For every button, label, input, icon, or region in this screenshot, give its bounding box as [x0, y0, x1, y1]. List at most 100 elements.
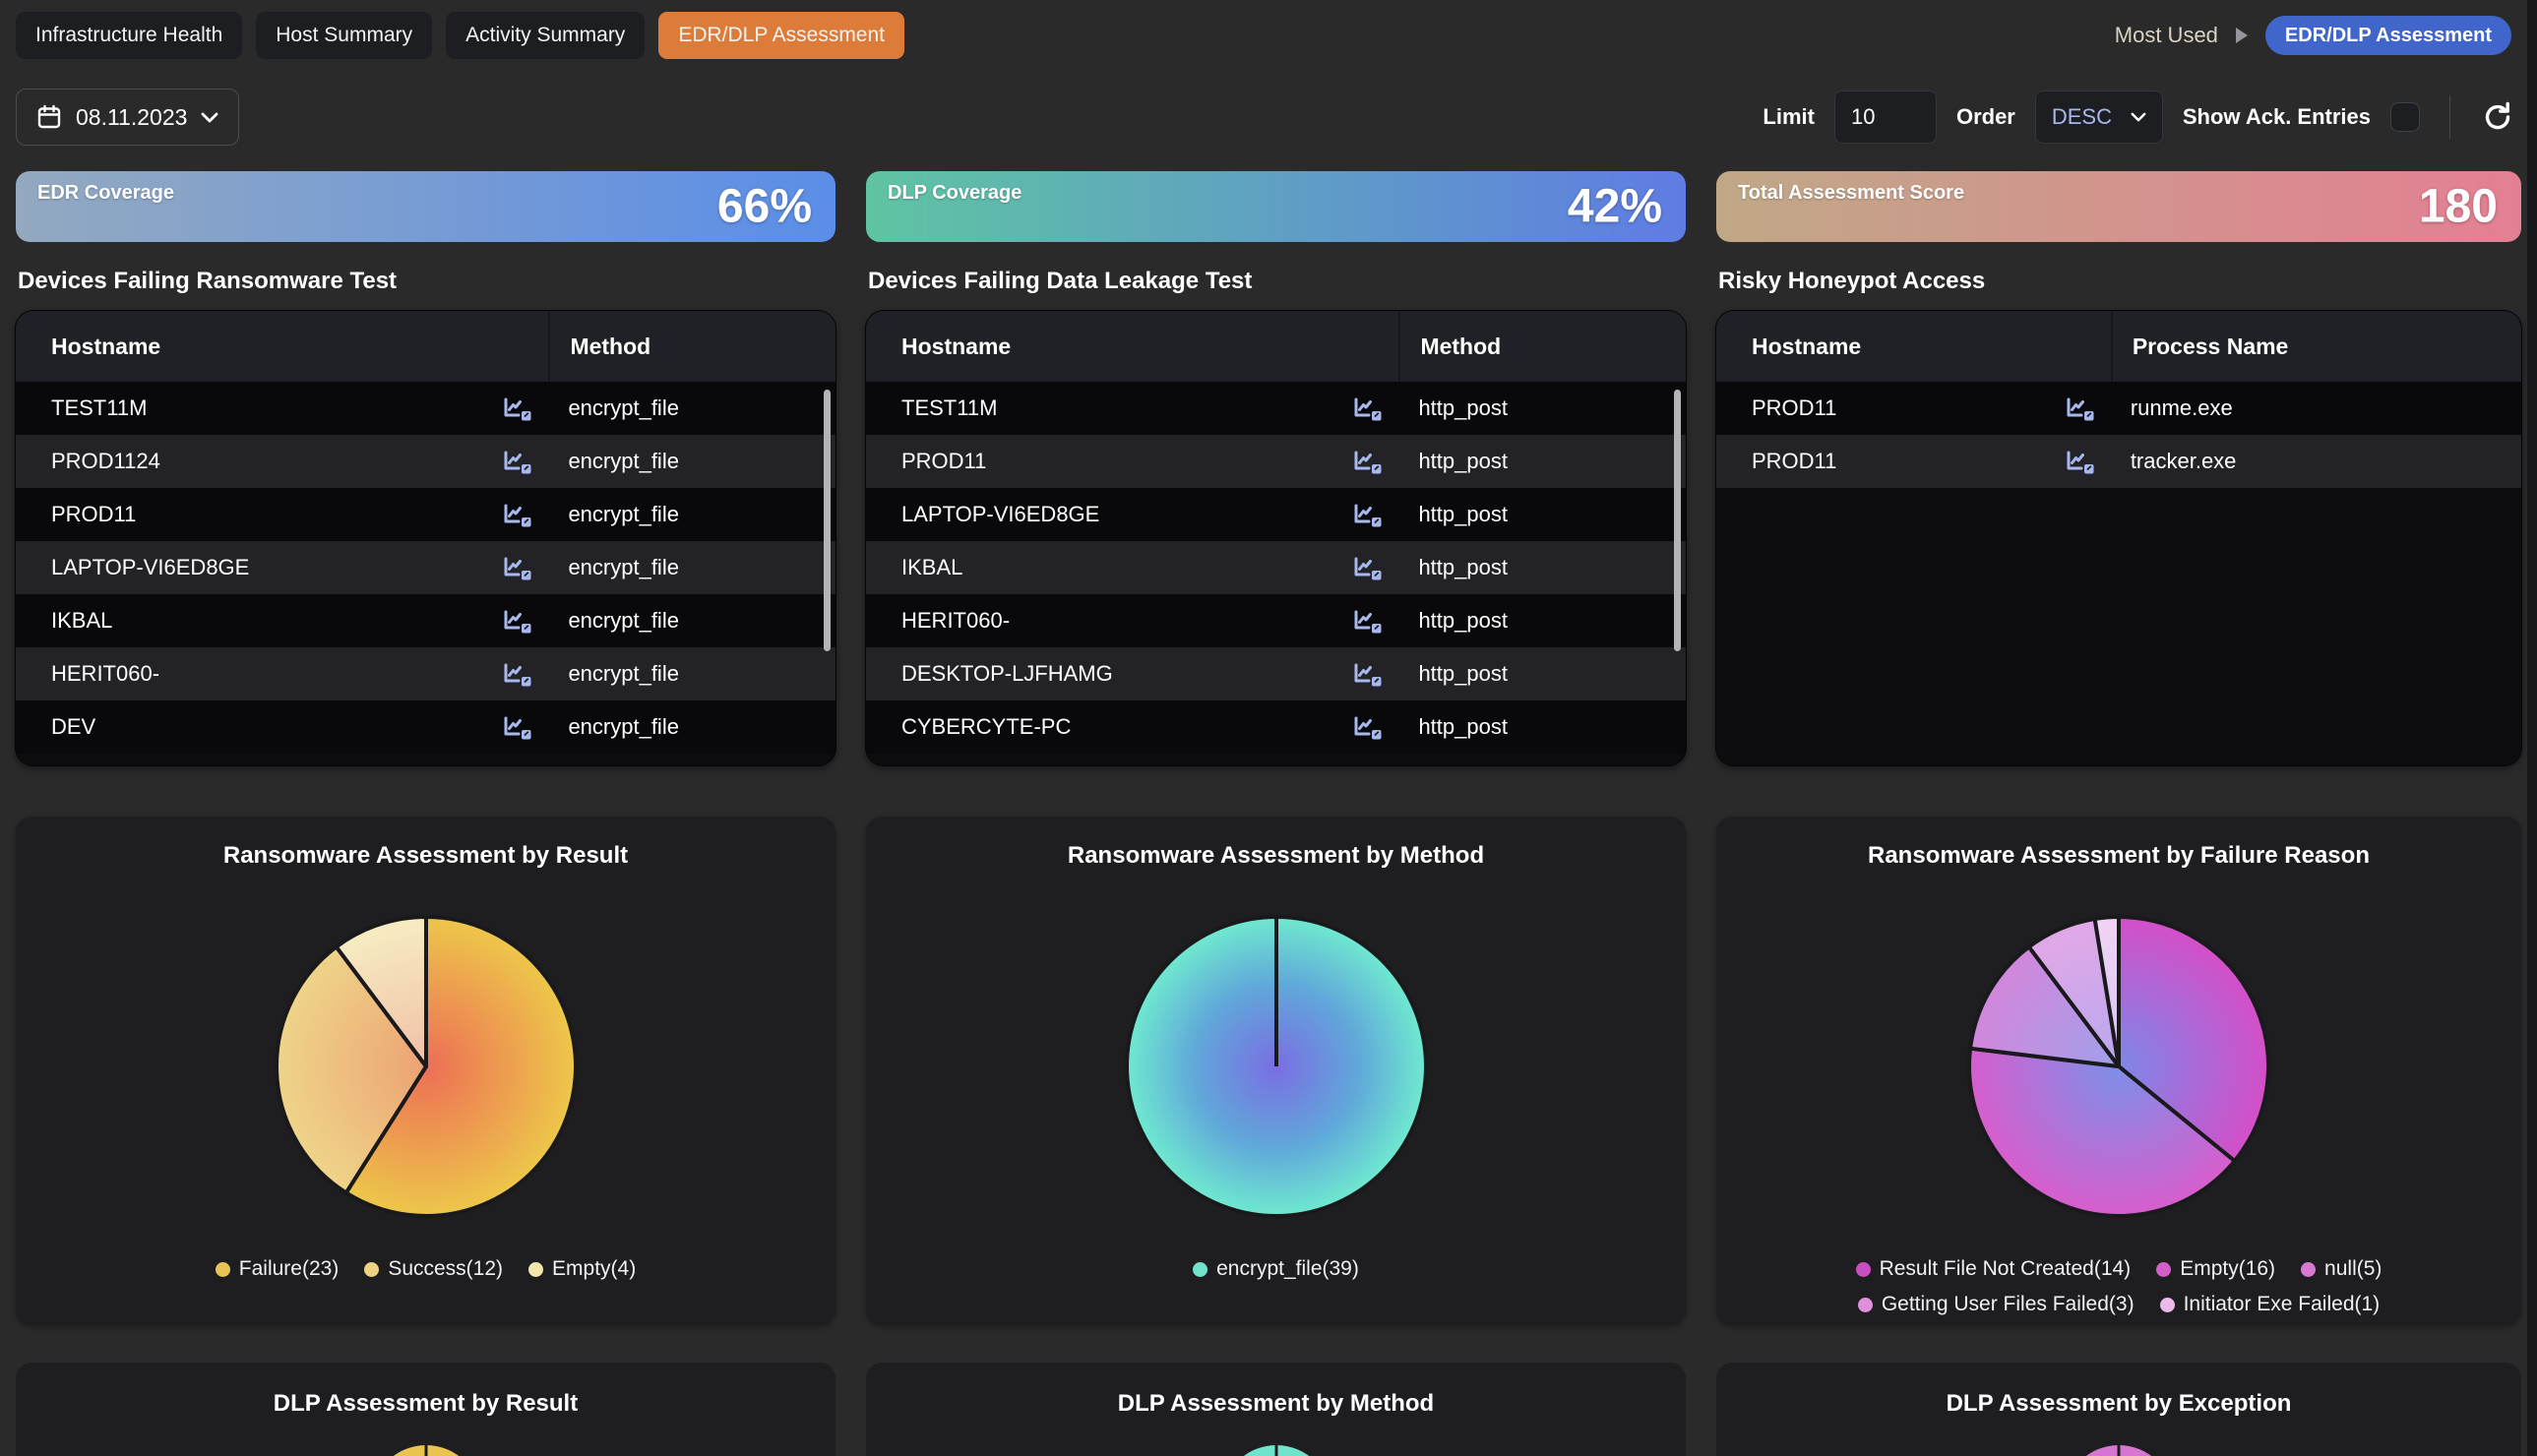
value-cell: http_post: [1418, 714, 1508, 739]
tab-host-summary[interactable]: Host Summary: [256, 12, 433, 59]
chart-trend-icon-button[interactable]: [1352, 661, 1383, 688]
legend-item-failure[interactable]: Failure(23): [215, 1257, 339, 1281]
scrollbar-thumb[interactable]: [824, 390, 831, 651]
hostname-cell: IKBAL: [866, 541, 1398, 594]
value-cell: encrypt_file: [568, 555, 679, 579]
chart-trend-icon: [504, 504, 531, 526]
table-row[interactable]: HERIT060- http_post: [866, 594, 1686, 647]
pie-slice-result-file-not-created[interactable]: [2117, 915, 2270, 1164]
chart-title: DLP Assessment by Result: [273, 1390, 579, 1417]
table-title: Risky Honeypot Access: [1718, 268, 1986, 294]
order-select[interactable]: DESC: [2034, 91, 2163, 144]
legend-item-empty[interactable]: Empty(16): [2156, 1257, 2275, 1281]
pie-peek: [370, 1445, 481, 1456]
legend-item-null[interactable]: null(5): [2301, 1257, 2382, 1281]
chart-trend-icon-button[interactable]: [502, 395, 532, 422]
table-row[interactable]: PROD11 encrypt_file: [16, 488, 835, 541]
chart-trend-icon: [504, 716, 531, 739]
hostname-cell: DEV: [16, 700, 548, 754]
chart-trend-icon-button[interactable]: [1352, 395, 1383, 422]
value-cell: http_post: [1418, 502, 1508, 526]
legend-label: Getting User Files Failed(3): [1881, 1293, 2135, 1315]
limit-label: Limit: [1763, 104, 1815, 129]
table-row[interactable]: PROD11 tracker.exe: [1716, 435, 2521, 488]
legend-dot: [528, 1261, 544, 1277]
chart-trend-icon: [504, 451, 531, 473]
summary-label: Total Assessment Score: [1738, 182, 1965, 204]
legend-item-getting-user-files-failed[interactable]: Getting User Files Failed(3): [1857, 1293, 2135, 1316]
chart-trend-icon-button[interactable]: [1352, 555, 1383, 581]
table-row[interactable]: HERIT060- encrypt_file: [16, 647, 835, 700]
bottom-card-dlp-assessment-by-exception: DLP Assessment by Exception: [1716, 1363, 2521, 1456]
chart-trend-icon-button[interactable]: [502, 661, 532, 688]
value-cell: http_post: [1418, 395, 1508, 420]
chart-trend-icon-button[interactable]: [502, 608, 532, 635]
legend-item-success[interactable]: Success(12): [364, 1257, 503, 1281]
legend-dot: [215, 1261, 230, 1277]
table-row[interactable]: LAPTOP-VI6ED8GE encrypt_file: [16, 541, 835, 594]
table-row[interactable]: IKBAL encrypt_file: [16, 594, 835, 647]
table-row[interactable]: PROD11 http_post: [866, 435, 1686, 488]
table-row[interactable]: DEV encrypt_file: [16, 700, 835, 754]
tab-activity-summary[interactable]: Activity Summary: [446, 12, 646, 59]
hostname-value: PROD11: [51, 502, 137, 526]
legend-label: null(5): [2324, 1257, 2382, 1280]
table-devices-failing-data-leakage-test: Hostname Method TEST11M http_post PROD11 ht…: [866, 311, 1686, 765]
summary-value: 180: [2418, 180, 2498, 233]
chart-trend-icon: [1354, 663, 1382, 686]
legend-item-encrypt-file[interactable]: encrypt_file(39): [1193, 1257, 1359, 1281]
scrollbar-thumb[interactable]: [1674, 390, 1681, 651]
tab-infrastructure-health[interactable]: Infrastructure Health: [16, 12, 243, 59]
chart-trend-icon-button[interactable]: [1352, 714, 1383, 741]
hostname-cell: TEST11M: [16, 382, 548, 435]
pie-slice-null[interactable]: [1968, 944, 2121, 1068]
pie-peek: [1220, 1445, 1331, 1456]
table-row[interactable]: PROD1124 encrypt_file: [16, 435, 835, 488]
legend-dot: [1857, 1297, 1873, 1312]
pie-slice-initiator-exe-failed[interactable]: [2092, 915, 2121, 1068]
chart-trend-icon-button[interactable]: [502, 555, 532, 581]
chart-title: Ransomware Assessment by Method: [1067, 842, 1485, 869]
chart-trend-icon-button[interactable]: [502, 714, 532, 741]
chart-trend-icon-button[interactable]: [502, 502, 532, 528]
summary-label: DLP Coverage: [888, 182, 1022, 204]
chart-trend-icon-button[interactable]: [1352, 449, 1383, 475]
legend-item-initiator-exe-failed[interactable]: Initiator Exe Failed(1): [2159, 1293, 2380, 1316]
pie-slice-empty[interactable]: [1967, 1046, 2237, 1218]
chart-trend-icon-button[interactable]: [1352, 608, 1383, 635]
table-row[interactable]: PROD11 runme.exe: [1716, 382, 2521, 435]
table-row[interactable]: IKBAL http_post: [866, 541, 1686, 594]
hostname-cell: TEST11M: [866, 382, 1398, 435]
legend-item-result-file-not-created[interactable]: Result File Not Created(14): [1855, 1257, 2131, 1281]
most-used-badge[interactable]: EDR/DLP Assessment: [2264, 16, 2511, 55]
chart-trend-icon-button[interactable]: [2065, 395, 2095, 422]
chart-trend-icon-button[interactable]: [2065, 449, 2095, 475]
tab-edr-dlp-assessment[interactable]: EDR/DLP Assessment: [658, 12, 905, 59]
table-row[interactable]: TEST11M encrypt_file: [16, 382, 835, 435]
pie-slice-success[interactable]: [274, 944, 428, 1195]
chart-trend-icon-button[interactable]: [1352, 502, 1383, 528]
table-header: Hostname Method: [866, 311, 1686, 382]
refresh-button[interactable]: [2480, 99, 2515, 135]
hostname-value: PROD1124: [51, 449, 160, 473]
pie-slice-failure[interactable]: [343, 915, 578, 1218]
hostname-cell: PROD11: [16, 488, 548, 541]
date-picker[interactable]: 08.11.2023: [16, 89, 240, 146]
table-row[interactable]: LAPTOP-VI6ED8GE http_post: [866, 488, 1686, 541]
hostname-value: IKBAL: [901, 555, 963, 579]
hostname-value: IKBAL: [51, 608, 113, 633]
bottom-card-dlp-assessment-by-result: DLP Assessment by Result: [16, 1363, 835, 1456]
page-scrollbar[interactable]: [2527, 0, 2537, 1456]
hostname-value: DESKTOP-LJFHAMG: [901, 661, 1113, 686]
limit-input[interactable]: [1833, 91, 1937, 144]
pie-slice-empty[interactable]: [334, 915, 428, 1068]
table-row[interactable]: CYBERCYTE-PC http_post: [866, 700, 1686, 754]
table-row[interactable]: DESKTOP-LJFHAMG http_post: [866, 647, 1686, 700]
legend-item-empty[interactable]: Empty(4): [528, 1257, 636, 1281]
show-ack-checkbox[interactable]: [2390, 102, 2420, 132]
refresh-icon: [2485, 101, 2510, 130]
hostname-value: TEST11M: [51, 395, 148, 420]
chart-trend-icon-button[interactable]: [502, 449, 532, 475]
tables-row: Devices Failing Ransomware Test Hostname M…: [0, 268, 2537, 765]
table-row[interactable]: TEST11M http_post: [866, 382, 1686, 435]
